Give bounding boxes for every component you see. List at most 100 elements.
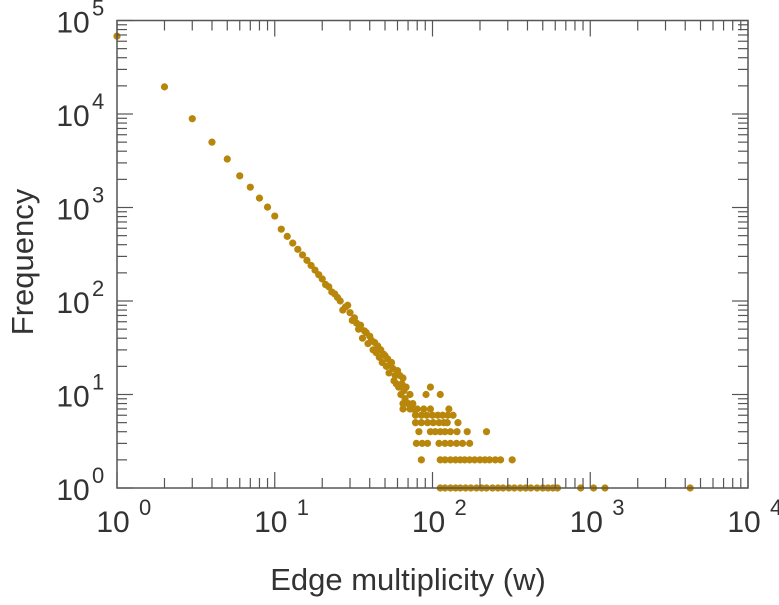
- data-point: [443, 419, 451, 427]
- data-point: [223, 155, 231, 163]
- data-point: [255, 194, 264, 202]
- data-point: [344, 301, 352, 309]
- y-tick-label-exponent: 2: [92, 276, 104, 301]
- data-point: [412, 439, 420, 447]
- y-tick-label: 10: [56, 474, 89, 507]
- data-point: [318, 275, 326, 283]
- data-point: [208, 138, 216, 146]
- data-point: [411, 411, 420, 419]
- x-tick-label: 10: [254, 506, 287, 539]
- data-point: [387, 358, 396, 367]
- data-point: [356, 321, 365, 329]
- data-point: [271, 212, 279, 220]
- y-tick-label-exponent: 0: [92, 463, 104, 488]
- data-point: [294, 245, 302, 253]
- data-point: [263, 203, 272, 211]
- data-point: [466, 456, 474, 464]
- data-point: [436, 390, 444, 399]
- data-point: [466, 439, 474, 447]
- data-point: [399, 374, 407, 382]
- data-point: [461, 456, 469, 464]
- data-point: [423, 419, 432, 427]
- data-point: [428, 411, 437, 419]
- data-point: [417, 411, 425, 419]
- data-point: [303, 256, 311, 264]
- data-point: [452, 439, 461, 447]
- data-point: [441, 456, 449, 464]
- data-point: [508, 456, 516, 464]
- y-tick-label-exponent: 1: [92, 370, 104, 395]
- x-tick-label-exponent: 3: [612, 495, 624, 520]
- data-point: [415, 428, 423, 436]
- data-point: [325, 283, 333, 291]
- data-point: [426, 383, 435, 391]
- y-tick-label: 10: [56, 100, 89, 133]
- data-point: [449, 411, 457, 419]
- data-point: [283, 232, 291, 240]
- y-tick-label-exponent: 5: [92, 0, 104, 21]
- data-point: [496, 456, 505, 464]
- x-tick-label: 10: [570, 506, 603, 539]
- data-point: [441, 439, 449, 447]
- x-tick-label: 10: [412, 506, 445, 539]
- data-point: [402, 383, 410, 391]
- y-tick-label-exponent: 4: [92, 89, 104, 114]
- data-point: [441, 428, 449, 436]
- data-point: [411, 419, 420, 427]
- data-point: [444, 411, 452, 419]
- data-point: [399, 399, 407, 408]
- data-point: [188, 115, 196, 123]
- y-axis-label: Frequency: [5, 188, 40, 335]
- data-point: [246, 183, 254, 191]
- data-point: [431, 428, 439, 436]
- data-point: [413, 405, 421, 413]
- data-point: [160, 83, 169, 91]
- data-point: [446, 428, 455, 436]
- data-point: [463, 428, 471, 436]
- data-point: [298, 251, 307, 259]
- data-point: [446, 439, 455, 447]
- data-point: [409, 399, 417, 408]
- data-point: [406, 390, 414, 399]
- x-tick-label-exponent: 2: [455, 495, 467, 520]
- data-points: [113, 32, 694, 492]
- data-point: [417, 419, 425, 427]
- y-tick-label: 10: [56, 194, 89, 227]
- data-point: [418, 439, 426, 447]
- data-point: [445, 405, 453, 413]
- data-point: [289, 239, 297, 247]
- data-point: [482, 428, 491, 436]
- data-point: [435, 439, 443, 447]
- data-point: [485, 456, 494, 464]
- y-tick-label: 10: [56, 7, 89, 40]
- data-point: [491, 456, 499, 464]
- data-point: [336, 297, 344, 305]
- data-point: [439, 411, 447, 419]
- y-tick-label: 10: [56, 287, 89, 320]
- x-tick-label: 10: [96, 506, 129, 539]
- x-tick-label-exponent: 4: [770, 495, 779, 520]
- data-point: [406, 405, 414, 413]
- data-point: [346, 309, 354, 317]
- data-point: [453, 428, 461, 436]
- y-tick-label-exponent: 3: [92, 183, 104, 208]
- data-point: [426, 405, 435, 413]
- data-point: [423, 411, 431, 419]
- data-point: [471, 456, 479, 464]
- x-tick-label-exponent: 0: [139, 495, 151, 520]
- y-tick-label: 10: [56, 381, 89, 414]
- data-point: [423, 439, 432, 447]
- data-point: [399, 405, 407, 413]
- data-point: [422, 390, 430, 399]
- data-point: [358, 334, 367, 342]
- data-point: [446, 456, 455, 464]
- data-point: [420, 405, 428, 413]
- data-point: [236, 172, 244, 180]
- data-point: [476, 456, 484, 464]
- data-point: [429, 419, 437, 427]
- data-point: [454, 419, 462, 427]
- x-tick-label: 10: [727, 506, 760, 539]
- x-axis-label: Edge multiplicity (w): [270, 562, 546, 597]
- data-point: [417, 456, 425, 464]
